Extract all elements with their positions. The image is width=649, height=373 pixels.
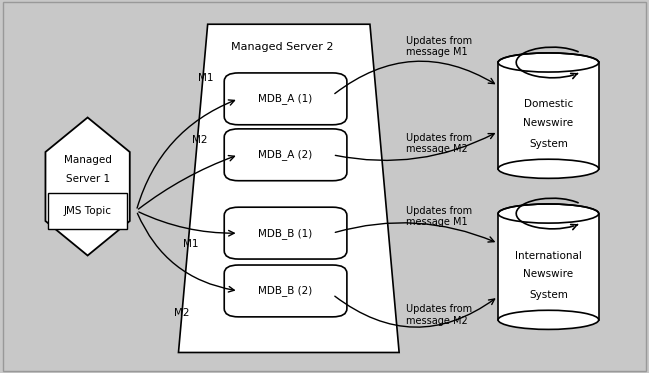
Text: M1: M1 <box>198 73 214 83</box>
Text: M1: M1 <box>183 239 199 249</box>
Text: Managed: Managed <box>64 156 112 165</box>
Text: Updates from
message M1: Updates from message M1 <box>406 206 472 227</box>
FancyBboxPatch shape <box>49 193 127 229</box>
Text: Updates from
message M2: Updates from message M2 <box>406 304 472 326</box>
Polygon shape <box>178 24 399 352</box>
Text: JMS Topic: JMS Topic <box>64 206 112 216</box>
Ellipse shape <box>498 310 598 329</box>
Text: System: System <box>529 139 568 148</box>
Text: MDB_A (2): MDB_A (2) <box>258 149 313 160</box>
Text: Newswire: Newswire <box>523 118 574 128</box>
Text: Updates from
message M1: Updates from message M1 <box>406 36 472 57</box>
Text: Managed Server 2: Managed Server 2 <box>231 42 334 51</box>
Text: MDB_B (2): MDB_B (2) <box>258 285 313 297</box>
Text: Newswire: Newswire <box>523 269 574 279</box>
FancyBboxPatch shape <box>225 265 347 317</box>
Ellipse shape <box>498 159 598 178</box>
FancyBboxPatch shape <box>498 213 598 320</box>
Text: M2: M2 <box>192 135 208 145</box>
FancyBboxPatch shape <box>498 63 598 169</box>
Ellipse shape <box>498 204 598 223</box>
Text: M2: M2 <box>174 308 190 318</box>
Ellipse shape <box>498 53 598 72</box>
FancyBboxPatch shape <box>3 2 646 371</box>
Text: MDB_B (1): MDB_B (1) <box>258 228 313 239</box>
Text: MDB_A (1): MDB_A (1) <box>258 93 313 104</box>
FancyBboxPatch shape <box>225 73 347 125</box>
Text: Updates from
message M2: Updates from message M2 <box>406 133 472 154</box>
Polygon shape <box>45 117 130 256</box>
FancyBboxPatch shape <box>225 207 347 259</box>
Text: Server 1: Server 1 <box>66 174 110 184</box>
Text: Domestic: Domestic <box>524 100 573 109</box>
Text: System: System <box>529 290 568 300</box>
Text: International: International <box>515 251 582 260</box>
FancyBboxPatch shape <box>225 129 347 181</box>
